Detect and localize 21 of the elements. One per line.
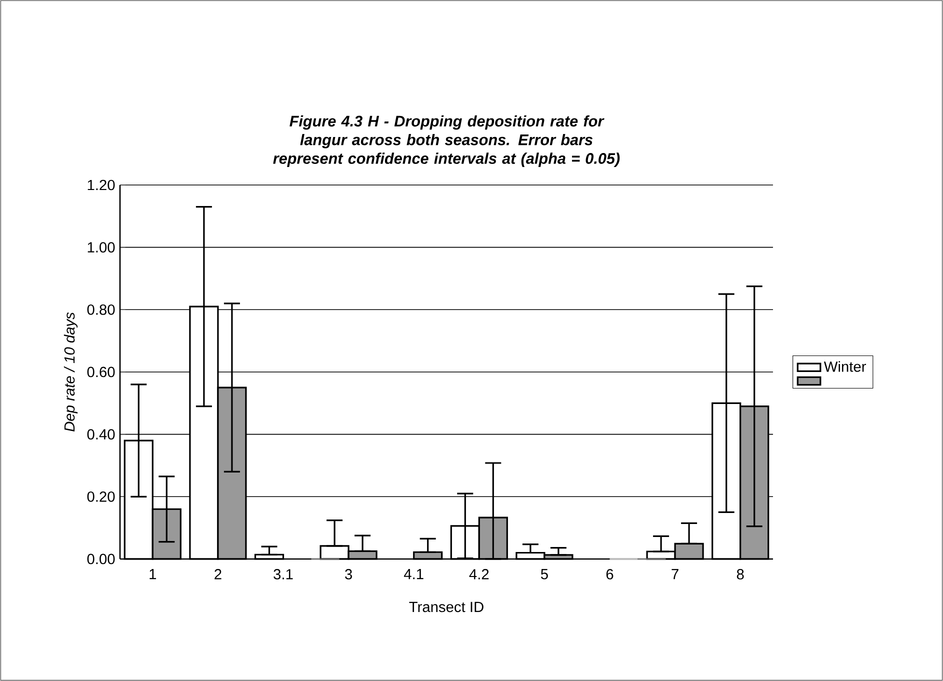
- x-tick-label: 4.1: [404, 569, 424, 580]
- y-tick-label: 0.00: [87, 554, 115, 564]
- x-tick-label: 3: [345, 569, 352, 580]
- x-tick-label: 6: [606, 569, 614, 580]
- x-tick-label: 4.2: [469, 569, 489, 580]
- chart-title: Figure 4.3 H - Dropping deposition rate for langur across both seasons. Error bars represent confidence intervals at (alpha = 0.05): [273, 115, 620, 167]
- y-tick-label: 1.00: [88, 242, 115, 253]
- x-tick-label: 5: [540, 569, 548, 580]
- y-tick-label: 0.60: [87, 366, 115, 378]
- x-tick-label: 3.1: [274, 569, 293, 580]
- x-tick-label: 2: [214, 569, 222, 580]
- x-tick-label: 8: [736, 569, 744, 580]
- x-axis-title: Transect ID: [409, 602, 484, 612]
- y-tick-label: 1.20: [88, 180, 115, 190]
- y-tick-label: 0.80: [87, 304, 115, 315]
- y-tick-label: 0.40: [87, 429, 115, 440]
- y-tick-label: 0.20: [87, 491, 115, 502]
- x-tick-label: 1: [150, 569, 156, 580]
- y-axis-title: Dep rate / 10 days: [64, 312, 78, 432]
- x-tick-label: 7: [672, 569, 678, 580]
- legend-label: Winter: [824, 361, 866, 372]
